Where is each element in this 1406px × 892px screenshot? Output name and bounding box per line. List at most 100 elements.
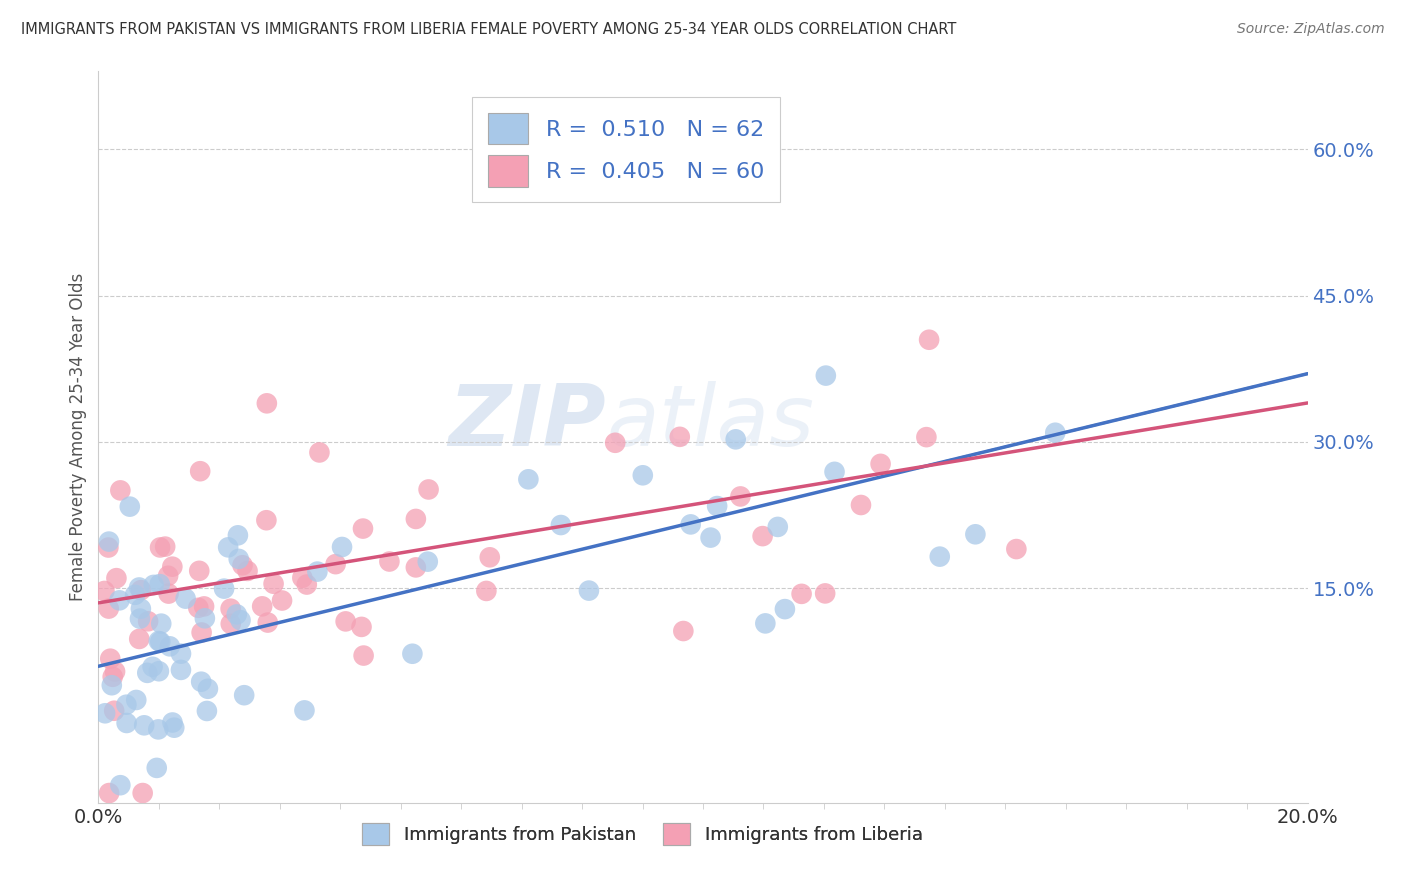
- Text: IMMIGRANTS FROM PAKISTAN VS IMMIGRANTS FROM LIBERIA FEMALE POVERTY AMONG 25-34 Y: IMMIGRANTS FROM PAKISTAN VS IMMIGRANTS F…: [21, 22, 956, 37]
- Legend: Immigrants from Pakistan, Immigrants from Liberia: Immigrants from Pakistan, Immigrants fro…: [356, 816, 929, 852]
- Point: [212, 582, 235, 596]
- Point: [766, 520, 789, 534]
- Point: [724, 433, 747, 447]
- Text: Source: ZipAtlas.com: Source: ZipAtlas.com: [1237, 22, 1385, 37]
- Point: [134, 718, 156, 732]
- Text: ZIP: ZIP: [449, 381, 606, 464]
- Point: [416, 555, 439, 569]
- Point: [915, 430, 938, 444]
- Point: [149, 634, 172, 648]
- Point: [773, 602, 796, 616]
- Point: [149, 577, 172, 591]
- Point: [97, 541, 120, 555]
- Point: [118, 500, 141, 514]
- Point: [219, 601, 242, 615]
- Point: [751, 529, 773, 543]
- Point: [236, 564, 259, 578]
- Point: [142, 660, 165, 674]
- Point: [256, 615, 278, 630]
- Point: [578, 583, 600, 598]
- Point: [254, 513, 277, 527]
- Point: [668, 430, 690, 444]
- Point: [110, 483, 132, 498]
- Point: [145, 761, 167, 775]
- Point: [475, 583, 498, 598]
- Point: [226, 528, 249, 542]
- Point: [170, 663, 193, 677]
- Point: [378, 554, 401, 568]
- Point: [110, 778, 132, 792]
- Point: [101, 678, 124, 692]
- Point: [335, 615, 357, 629]
- Point: [194, 611, 217, 625]
- Point: [295, 577, 318, 591]
- Point: [93, 584, 115, 599]
- Point: [188, 564, 211, 578]
- Point: [150, 616, 173, 631]
- Point: [814, 586, 837, 600]
- Point: [672, 624, 695, 638]
- Point: [1005, 542, 1028, 557]
- Point: [136, 615, 159, 629]
- Point: [478, 550, 501, 565]
- Point: [225, 607, 247, 622]
- Point: [162, 715, 184, 730]
- Point: [188, 464, 211, 478]
- Point: [679, 517, 702, 532]
- Point: [142, 578, 165, 592]
- Point: [350, 620, 373, 634]
- Point: [136, 665, 159, 680]
- Point: [148, 665, 170, 679]
- Point: [219, 616, 242, 631]
- Point: [157, 568, 180, 582]
- Point: [153, 540, 176, 554]
- Point: [129, 583, 152, 598]
- Point: [790, 587, 813, 601]
- Point: [291, 571, 314, 585]
- Point: [163, 721, 186, 735]
- Point: [231, 558, 253, 573]
- Point: [631, 468, 654, 483]
- Point: [131, 786, 153, 800]
- Point: [605, 435, 627, 450]
- Point: [195, 704, 218, 718]
- Point: [148, 723, 170, 737]
- Point: [754, 616, 776, 631]
- Point: [308, 445, 330, 459]
- Point: [550, 518, 572, 533]
- Point: [157, 586, 180, 600]
- Point: [98, 786, 121, 800]
- Point: [98, 651, 121, 665]
- Point: [197, 681, 219, 696]
- Point: [869, 457, 891, 471]
- Y-axis label: Female Poverty Among 25-34 Year Olds: Female Poverty Among 25-34 Year Olds: [69, 273, 87, 601]
- Point: [115, 716, 138, 731]
- Point: [94, 706, 117, 721]
- Point: [97, 601, 120, 615]
- Point: [405, 560, 427, 574]
- Point: [159, 640, 181, 654]
- Point: [325, 557, 347, 571]
- Point: [250, 599, 273, 614]
- Point: [128, 632, 150, 646]
- Point: [307, 565, 329, 579]
- Point: [190, 625, 212, 640]
- Point: [730, 490, 752, 504]
- Point: [353, 648, 375, 663]
- Point: [814, 368, 837, 383]
- Point: [174, 591, 197, 606]
- Point: [103, 704, 125, 718]
- Point: [330, 540, 353, 554]
- Point: [124, 588, 146, 602]
- Point: [101, 670, 124, 684]
- Point: [706, 499, 728, 513]
- Point: [149, 541, 172, 555]
- Point: [517, 472, 540, 486]
- Point: [129, 601, 152, 615]
- Point: [271, 593, 294, 607]
- Point: [263, 576, 285, 591]
- Point: [418, 483, 440, 497]
- Point: [108, 593, 131, 607]
- Point: [965, 527, 987, 541]
- Point: [162, 559, 184, 574]
